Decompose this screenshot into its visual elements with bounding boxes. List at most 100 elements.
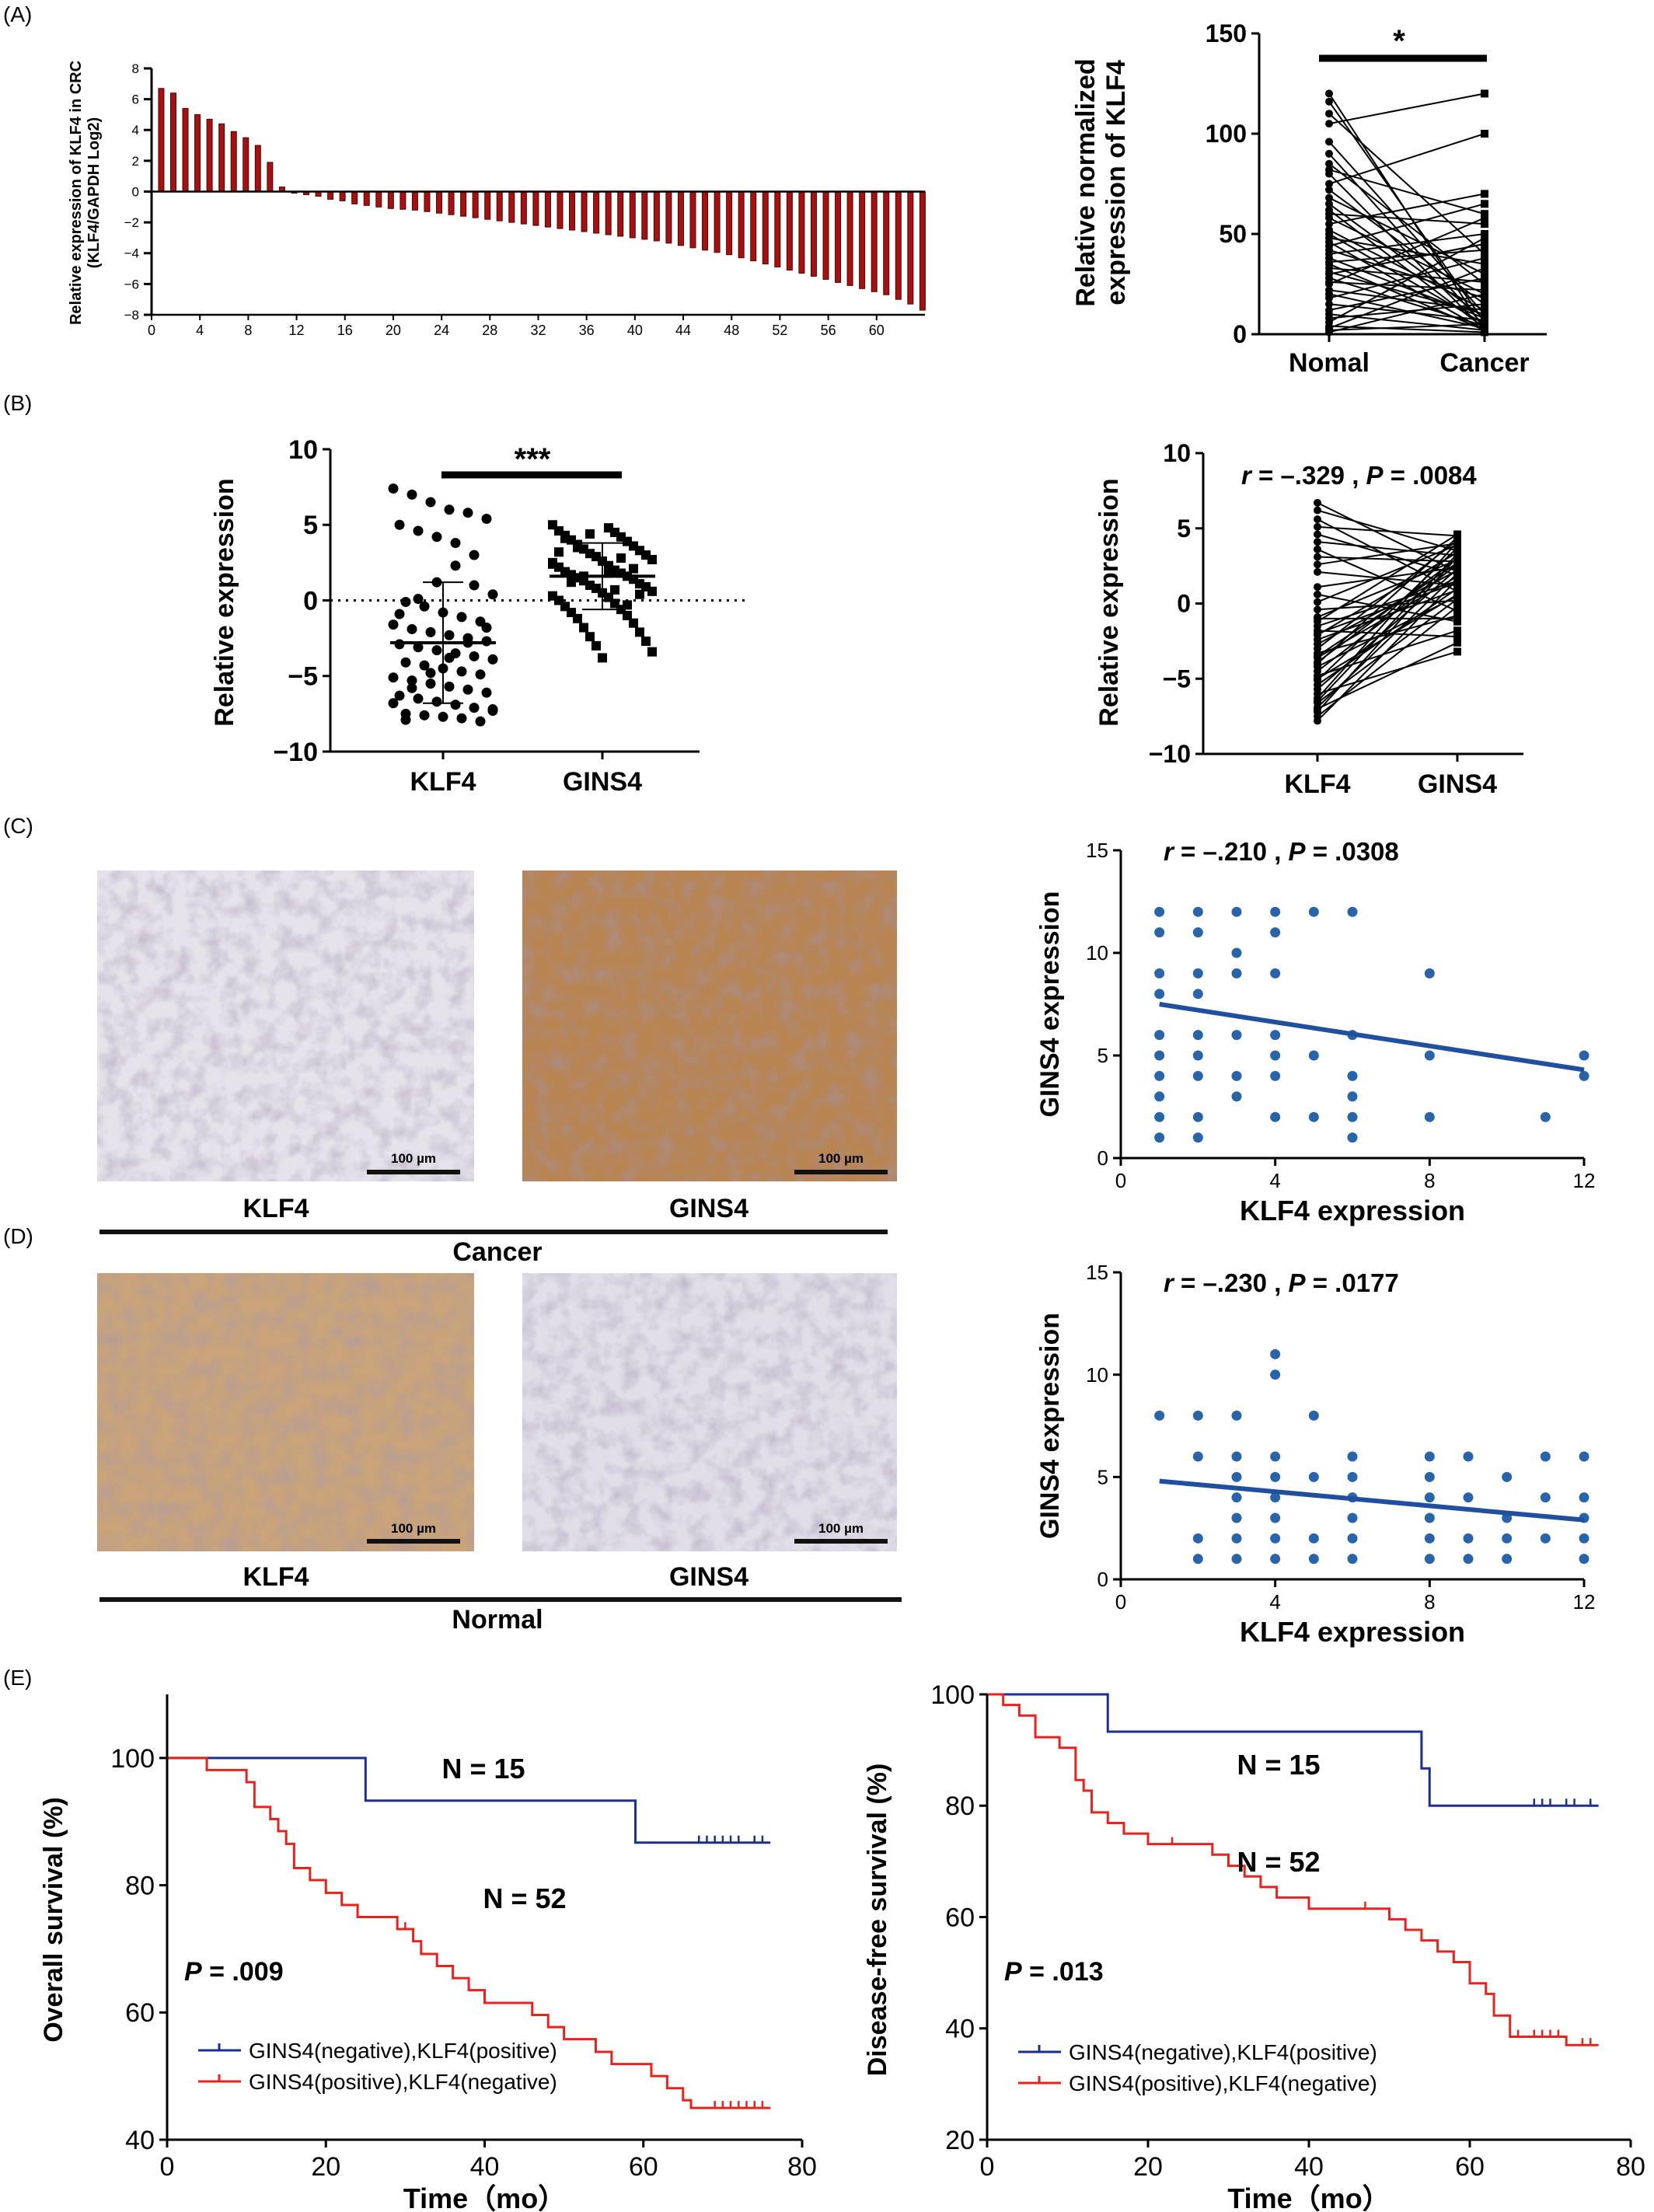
klf4-point [456,666,467,677]
pair-line [1328,92,1485,125]
data-point [1347,1451,1358,1462]
pair-line [1328,193,1485,225]
gins4-point [1453,578,1461,587]
gins4-point [1453,559,1461,567]
normal-point [1325,97,1333,106]
bar [786,191,793,271]
y-axis-label: Relative expression of KLF4 in CRC [68,61,85,325]
y-tick-label: −8 [124,308,139,323]
y-tick-label: 5 [1097,1044,1108,1067]
pair-line [1328,323,1485,331]
data-point [1463,1451,1474,1462]
klf4-point [388,619,399,630]
bar [641,191,648,240]
data-point [1424,1512,1435,1523]
klf4-point [1314,675,1321,683]
bar [714,191,721,253]
y-tick-label: 150 [1206,19,1247,47]
data-point [1270,927,1281,938]
bar [194,113,201,192]
y-tick-label: 20 [945,2126,975,2155]
x-tick-label: 60 [869,323,885,338]
klf4-point [388,483,399,494]
data-point [1424,1050,1435,1061]
pair-line [1317,544,1458,603]
y-tick-label: 100 [1206,120,1247,148]
data-point [1231,1533,1242,1544]
gins4-point [1453,633,1461,641]
klf4-point [413,525,424,536]
cancer-point [1481,234,1488,242]
y-tick-label: 5 [1097,1465,1108,1488]
pair-line [1328,162,1485,285]
cancer-point [1481,316,1488,324]
klf4-point [1314,630,1321,638]
cancer-point [1481,270,1488,278]
x-category-label: KLF4 [1285,769,1351,799]
y-tick-label: 100 [110,1744,155,1774]
pair-line [1317,553,1458,702]
bar [689,191,696,249]
data-point [1270,1369,1281,1380]
gins4-point [1453,569,1461,577]
gins4-point [635,589,644,599]
annotation-part: = .0177 [1306,1268,1399,1297]
x-tick-label: 0 [148,323,155,338]
bar [895,191,902,300]
bar [230,131,237,192]
data-point [1308,1533,1319,1544]
klf4-point [469,651,480,661]
bar [822,191,829,280]
pair-line [1317,543,1458,566]
panel-label-c: (C) [3,814,33,838]
chart-c-scatter: 0 5 10 15 0 4 8 12 KLF4 expression r = –.210 , P … [1035,837,1595,1226]
data-point [1231,947,1242,958]
data-point [1192,1050,1203,1061]
y-tick-label: 100 [930,1680,975,1710]
pair-line [1328,263,1485,331]
pair-line [1328,217,1485,285]
pair-line [1328,133,1485,185]
data-point [1347,906,1358,917]
klf4-point [475,616,486,627]
survival-curve [167,1757,771,1844]
klf4-point [413,642,424,653]
pair-line [1328,197,1485,275]
data-point [1347,1111,1358,1122]
bar [593,191,600,234]
klf4-point [425,497,436,508]
cancer-point [1481,230,1488,238]
x-tick-label: 52 [772,323,787,338]
pair-line [1328,169,1485,215]
data-point [1154,1030,1165,1041]
x-tick-label: 0 [160,2152,175,2182]
data-point [1231,1070,1242,1081]
bar [883,191,890,295]
data-point [1463,1492,1474,1503]
data-point [1347,1471,1358,1482]
x-tick-label: 12 [1573,1169,1596,1192]
klf4-point [407,675,417,686]
data-point [1270,1030,1281,1041]
gins4-point [1453,533,1461,542]
gins4-point [623,600,632,610]
annotation-part: r [1164,1268,1175,1297]
gins4-point [647,586,657,596]
data-point [1424,1451,1435,1462]
gins4-point [548,557,557,567]
bar [182,108,189,192]
data-point [1308,906,1319,917]
bar [726,191,733,256]
x-tick-label: 80 [1616,2152,1645,2182]
normal-point [1325,169,1333,178]
y-tick-label: 40 [125,2126,155,2155]
bar [520,191,527,225]
y-axis-label: GINS4 expression [1035,1313,1065,1539]
data-point [1579,1492,1589,1503]
pair-line [1317,533,1458,623]
data-point [1540,1533,1551,1544]
bar [254,145,261,192]
chart-a-paired: 0 50 100 150 Nomal Cancer * Relative normalized… [1071,19,1547,378]
x-tick-label: 60 [629,2152,658,2182]
